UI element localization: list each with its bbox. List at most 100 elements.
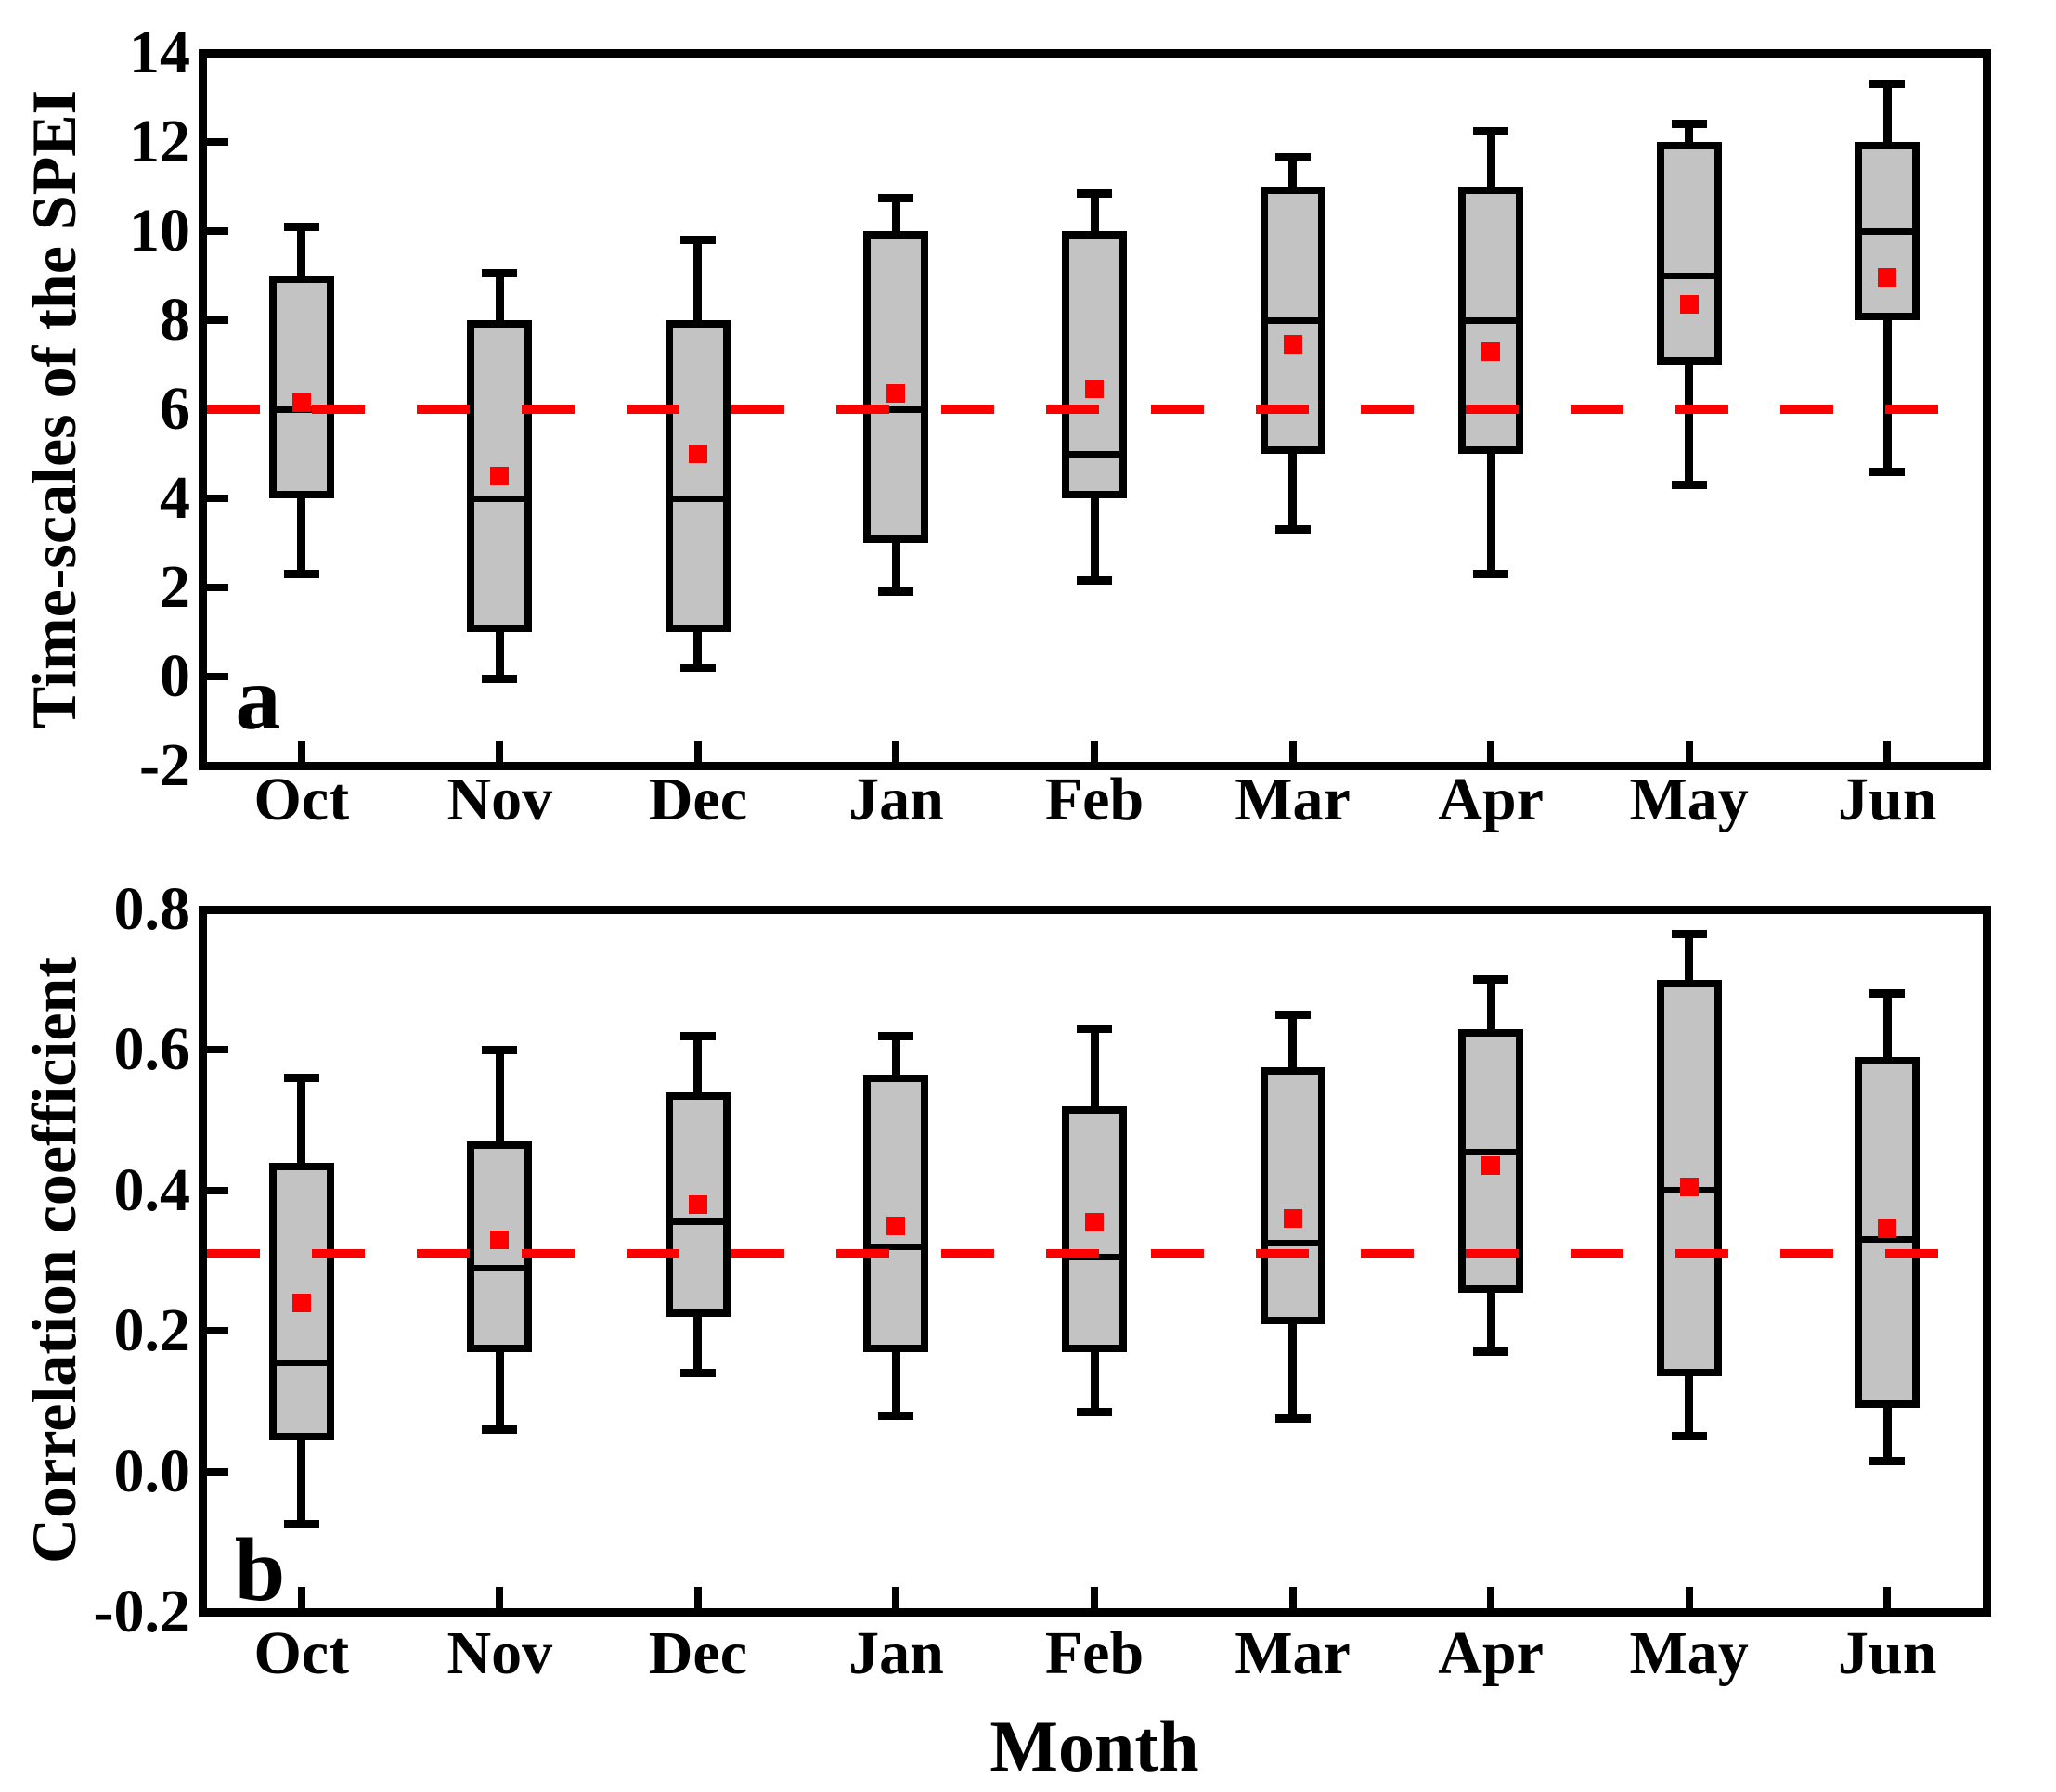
whisker-lower [1882, 320, 1892, 472]
whisker-upper [297, 1077, 306, 1163]
iqr-box [863, 1074, 929, 1352]
y-axis-tick-a [206, 49, 228, 57]
whisker-cap-upper [1077, 188, 1112, 198]
y-axis-tick-label-a: 10 [129, 197, 190, 264]
y-axis-tick-a [206, 762, 228, 769]
whisker-upper [495, 273, 504, 320]
x-axis-tick-b [297, 1586, 305, 1608]
x-axis-title: Month [989, 1706, 1199, 1786]
y-axis-tick-label-a: 8 [160, 286, 190, 354]
axis-frame-b [198, 905, 1991, 1617]
whisker-lower [1486, 454, 1495, 574]
y-axis-tick-label-b: 0.4 [113, 1155, 191, 1224]
x-axis-month-label: Dec [648, 1619, 748, 1687]
x-axis-tick-b [1883, 1586, 1892, 1608]
y-axis-tick-b [206, 906, 228, 913]
y-axis-tick-label-a: -2 [139, 731, 190, 799]
x-axis-tick-a [496, 740, 504, 762]
reference-dashed-line-a [206, 405, 1983, 414]
x-axis-tick-b [1685, 1586, 1693, 1608]
whisker-cap-lower [1274, 525, 1311, 535]
whisker-upper [1090, 1028, 1099, 1106]
whisker-lower [1288, 454, 1298, 530]
whisker-cap-lower [878, 1411, 914, 1420]
whisker-cap-upper [283, 1074, 319, 1083]
x-axis-tick-a [693, 740, 702, 762]
whisker-lower [891, 543, 900, 592]
whisker-cap-upper [1473, 126, 1509, 135]
mean-marker-jan-b [886, 1216, 906, 1235]
whisker-lower [495, 1351, 504, 1430]
y-axis-tick-a [206, 227, 228, 235]
mean-marker-may-b [1679, 1178, 1699, 1196]
x-axis-month-label: Feb [1044, 1619, 1144, 1687]
whisker-cap-upper [1869, 989, 1906, 999]
y-axis-tick-label-a: 14 [129, 19, 190, 86]
whisker-lower [1685, 365, 1694, 485]
whisker-cap-upper [1473, 975, 1509, 985]
whisker-lower [1090, 498, 1099, 581]
median-line [1069, 450, 1119, 458]
whisker-cap-upper [1869, 80, 1906, 89]
whisker-lower [693, 1317, 703, 1373]
whisker-lower [297, 1439, 306, 1525]
mean-marker-mar-a [1283, 335, 1302, 355]
y-axis-tick-a [206, 495, 228, 502]
y-axis-tick-b [206, 1327, 228, 1335]
median-line [1466, 1148, 1517, 1155]
whisker-upper [297, 226, 306, 276]
panel-a-letter: a [235, 649, 281, 749]
median-line [672, 495, 723, 502]
mean-marker-nov-a [490, 467, 510, 485]
x-axis-month-label: May [1629, 1619, 1749, 1687]
whisker-cap-lower [283, 1519, 319, 1528]
whisker-cap-lower [283, 570, 319, 579]
y-axis-tick-label-a: 6 [160, 375, 190, 443]
y-axis-tick-b [206, 1608, 228, 1616]
x-axis-month-label: Mar [1235, 766, 1351, 833]
whisker-cap-upper [1274, 1011, 1311, 1020]
iqr-box [268, 276, 334, 498]
x-axis-tick-b [1487, 1586, 1495, 1608]
x-axis-month-label: Nov [446, 766, 553, 833]
x-axis-month-label: Nov [446, 1619, 553, 1687]
x-axis-month-label: Jan [848, 766, 944, 833]
whisker-cap-lower [1869, 467, 1906, 476]
whisker-lower [1685, 1376, 1694, 1437]
x-axis-month-label: Jun [1838, 766, 1937, 833]
x-axis-tick-b [1091, 1586, 1098, 1608]
whisker-cap-upper [283, 222, 319, 231]
whisker-upper [1288, 157, 1298, 187]
whisker-cap-upper [482, 269, 518, 278]
whisker-cap-upper [1671, 929, 1707, 938]
median-line [672, 1218, 723, 1226]
whisker-cap-upper [679, 236, 716, 245]
x-axis-tick-b [892, 1586, 900, 1608]
whisker-upper [1882, 84, 1892, 142]
whisker-upper [891, 198, 900, 231]
y-axis-tick-label-b: 0.6 [113, 1015, 191, 1084]
whisker-cap-upper [679, 1031, 716, 1040]
whisker-cap-upper [878, 1031, 914, 1040]
mean-marker-feb-a [1085, 380, 1104, 399]
y-axis-tick-b [206, 1046, 228, 1054]
whisker-lower [495, 632, 504, 679]
x-axis-month-label: Oct [253, 1619, 350, 1687]
x-axis-tick-b [496, 1586, 504, 1608]
whisker-cap-lower [679, 663, 716, 672]
median-line [276, 1359, 327, 1366]
whisker-lower [1090, 1351, 1099, 1412]
x-axis-month-label: May [1629, 766, 1749, 833]
mean-marker-jan-a [886, 384, 906, 404]
y-axis-tick-label-a: 2 [160, 553, 190, 621]
whisker-upper [693, 239, 703, 320]
median-line [1862, 227, 1913, 235]
y-axis-tick-a [206, 584, 228, 591]
x-axis-month-label: Mar [1235, 1619, 1351, 1687]
median-line [1267, 316, 1318, 324]
whisker-upper [1685, 934, 1694, 980]
median-line [474, 1264, 525, 1271]
y-axis-tick-label-a: 12 [129, 108, 190, 175]
